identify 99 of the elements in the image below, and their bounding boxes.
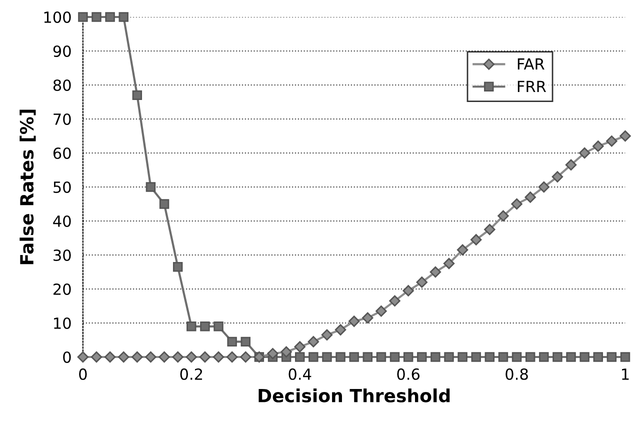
point [90,351,102,363]
point [362,312,374,324]
point [376,305,387,317]
point [362,352,373,362]
point [118,351,130,363]
x-tick-label: 0.6 [397,368,420,380]
point [606,352,617,362]
point [458,352,468,362]
point [308,336,320,348]
y-tick-label: 30 [54,249,71,262]
x-tick-label: 0.8 [506,368,528,380]
point [417,352,427,362]
point [336,352,346,362]
point [214,322,224,332]
legend-label: FAR [518,58,544,70]
point [498,210,509,222]
point [430,352,440,362]
point [200,322,210,332]
y-tick-label: 90 [53,45,71,58]
point [470,234,482,246]
point [511,198,522,210]
point [349,352,359,362]
point [321,329,333,341]
y-axis-title: False Rates [%] [20,110,36,264]
x-tick-label: 1 [622,368,629,380]
point [484,224,496,236]
y-tick-label: 70 [54,113,71,126]
point [295,352,305,362]
point [294,341,306,352]
point [606,135,618,147]
point [334,324,346,336]
x-axis-title: Decision Threshold [258,388,450,402]
point [416,276,428,288]
point [240,351,252,363]
point [444,352,454,362]
y-tick-label: 20 [54,283,71,296]
point [267,348,278,360]
point [376,352,386,362]
point [77,351,89,363]
point [498,352,508,362]
legend-label: FRR [518,80,546,92]
y-tick-label: 100 [44,11,71,24]
point [620,352,630,362]
point [105,12,115,22]
point [389,295,400,307]
point [118,12,128,22]
point [402,285,414,296]
point [158,351,170,363]
point [145,351,156,363]
point [565,159,577,171]
y-tick-label: 40 [53,215,71,228]
y-tick-label: 60 [53,147,71,160]
point [443,258,455,270]
point [322,352,332,362]
point [132,351,143,363]
point [403,352,414,362]
point [525,352,536,362]
point [92,12,102,22]
point [538,181,550,193]
point [578,147,590,159]
point [566,352,576,362]
point [212,351,224,363]
y-tick-label: 50 [54,181,71,194]
point [172,262,183,272]
point [226,351,238,363]
point [552,171,564,182]
point [199,351,211,363]
point [524,192,536,203]
point [620,130,631,142]
y-tick-label: 10 [54,317,71,330]
point [186,351,198,363]
point [146,182,156,192]
point [484,352,495,362]
x-tick-label: 0 [79,368,87,380]
point [348,316,360,327]
point [430,266,442,278]
y-tick-label: 0 [63,351,71,364]
point [580,352,590,362]
point [104,351,116,363]
point [78,12,88,22]
point [539,352,549,362]
point [240,336,250,347]
point [593,352,603,362]
point [471,352,481,362]
point [456,244,468,256]
point [552,352,562,362]
point [280,346,292,358]
point [390,352,400,362]
point [132,90,142,100]
x-tick-label: 0.2 [180,368,202,380]
point [308,352,318,362]
point [227,336,237,347]
point [592,140,604,152]
point [159,199,170,209]
y-tick-label: 80 [53,79,71,92]
x-tick-label: 0.4 [288,368,312,380]
point [186,322,196,332]
point [512,352,522,362]
point [172,351,184,363]
